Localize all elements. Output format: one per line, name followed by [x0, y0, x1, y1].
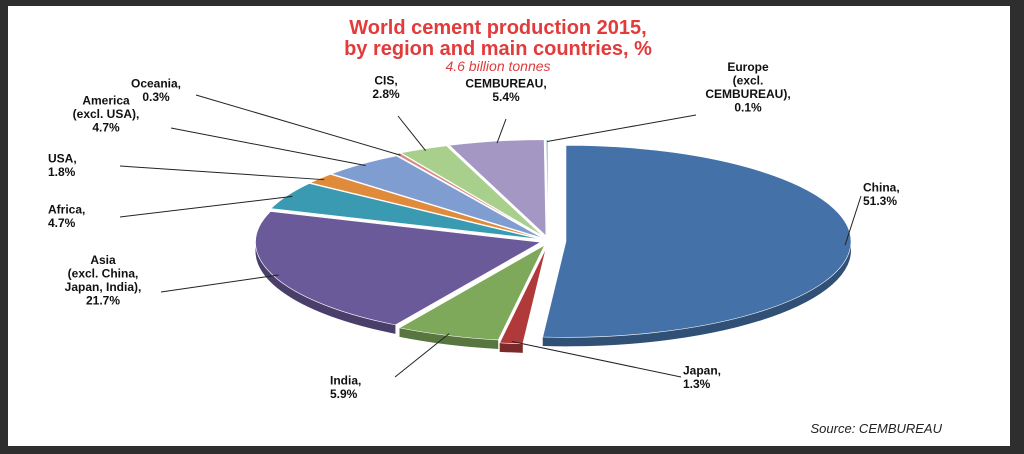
pie-slice-5: [309, 174, 542, 240]
chart-frame: World cement production 2015, by region a…: [8, 6, 1010, 446]
data-label-2: India, 5.9%: [330, 373, 361, 401]
pie-slice-side-2: [399, 327, 499, 349]
chart-source: Source: CEMBUREAU: [810, 421, 942, 436]
data-label-7: Oceania, 0.3%: [131, 76, 181, 104]
data-label-9: CEMBUREAU, 5.4%: [465, 76, 546, 104]
data-label-0: China, 51.3%: [863, 180, 900, 208]
data-label-6: America (excl. USA), 4.7%: [73, 94, 140, 135]
data-label-1: Japan, 1.3%: [683, 363, 721, 391]
leader-line-7: [195, 94, 401, 156]
data-label-8: CIS, 2.8%: [372, 73, 400, 101]
chart-subtitle: 4.6 billion tonnes: [445, 58, 551, 74]
leader-line-1: [511, 341, 682, 378]
data-label-3: Asia (excl. China, Japan, India), 21.7%: [65, 253, 142, 308]
leader-line-2: [394, 333, 450, 378]
leader-line-3: [160, 274, 279, 293]
pie-chart: China, 51.3% Japan, 1.3% India, 5.9% Asia (excl…: [48, 60, 900, 401]
leader-line-5: [119, 165, 325, 181]
data-label-4: Africa, 4.7%: [48, 202, 85, 230]
data-label-10: Europe (excl. CEMBUREAU), 0.1%: [705, 60, 790, 115]
chart-title-text: World cement production 2015, by region a…: [344, 17, 652, 60]
leader-line-4: [119, 195, 293, 218]
data-label-5: USA, 1.8%: [48, 151, 77, 179]
pie-slice-side-1: [499, 342, 523, 353]
chart-title: World cement production 2015, by region a…: [8, 18, 988, 60]
leader-line-9: [496, 118, 507, 144]
pie-slice-9: [448, 139, 547, 237]
leader-line-10: [546, 114, 697, 143]
leader-line-0: [844, 195, 862, 246]
pie-slice-4: [270, 183, 541, 240]
leader-line-6: [170, 127, 366, 167]
leader-line-8: [397, 115, 427, 152]
pie-slice-0: [542, 145, 852, 338]
pie-slice-10: [545, 139, 549, 236]
pie-slice-8: [400, 145, 544, 237]
pie-slice-6: [330, 155, 544, 239]
pie-slice-side-3: [255, 242, 396, 334]
